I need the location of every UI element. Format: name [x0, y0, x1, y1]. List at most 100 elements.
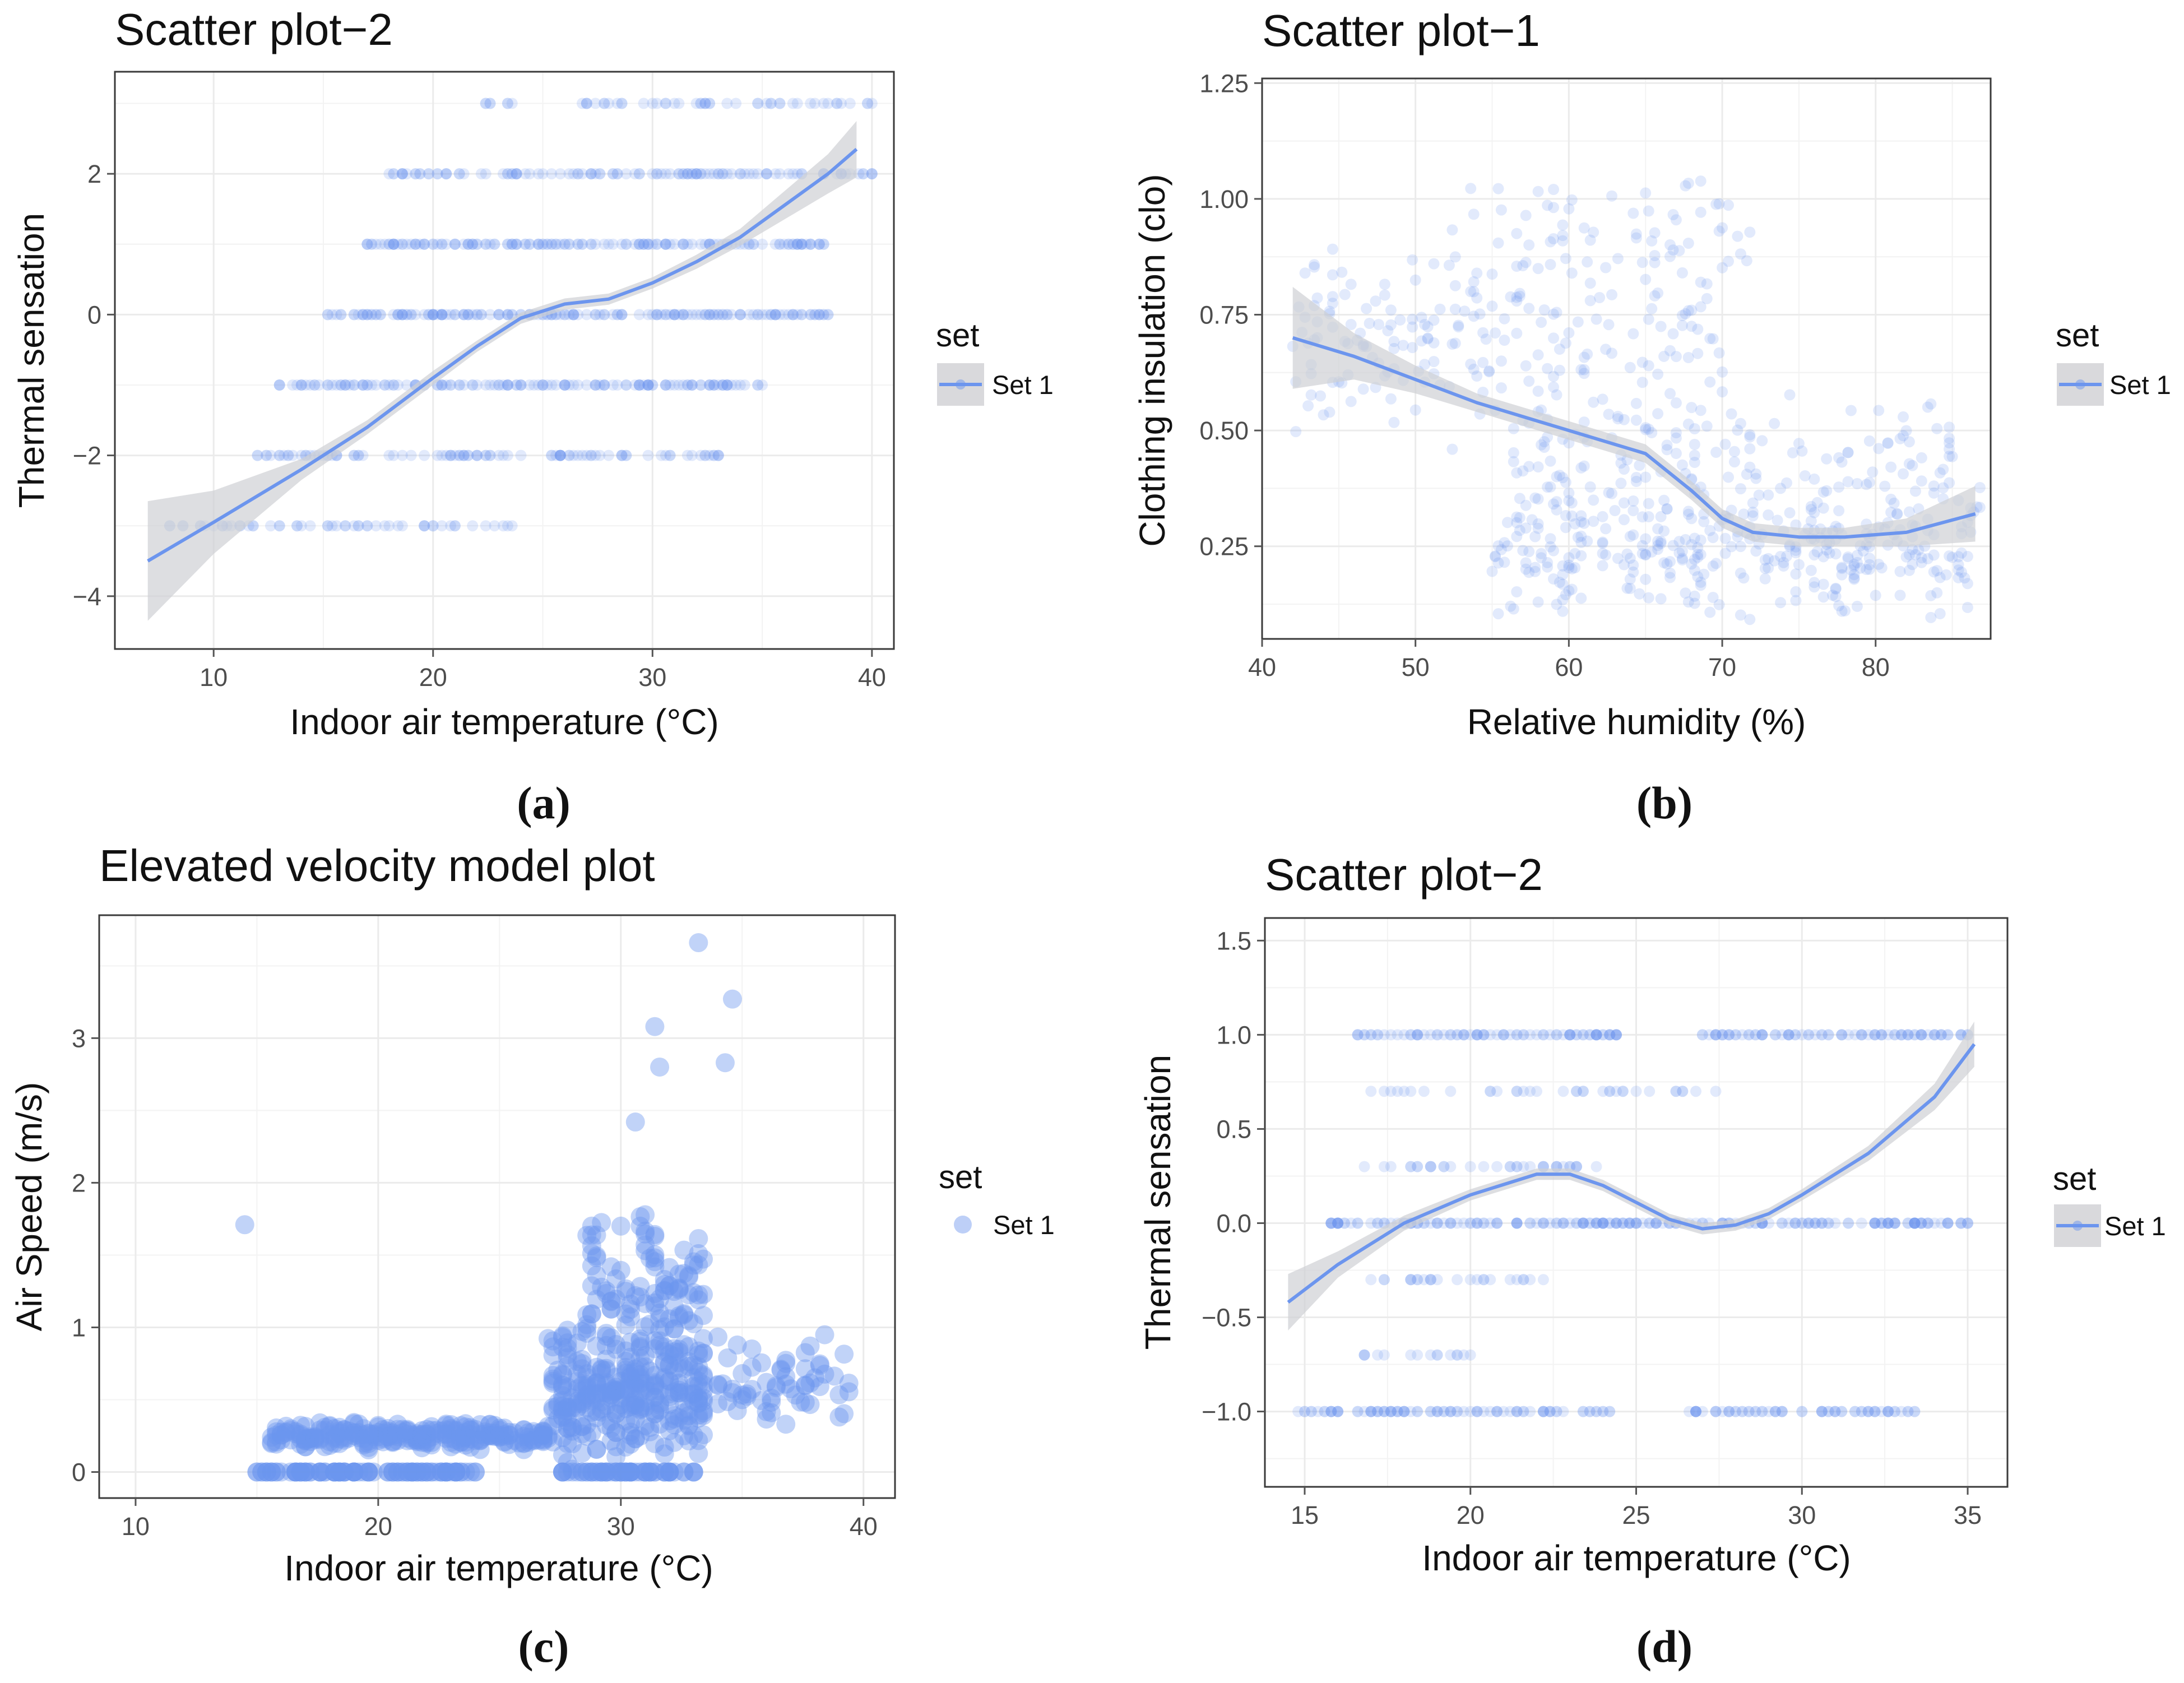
data-point [440, 379, 452, 391]
data-point [340, 379, 351, 391]
x-tick-label: 25 [1622, 1501, 1650, 1529]
data-point [1704, 333, 1716, 345]
data-point [1732, 230, 1744, 242]
data-point [1873, 405, 1885, 416]
data-point [1566, 583, 1578, 595]
data-point [1907, 544, 1918, 555]
data-point [620, 449, 632, 461]
data-point [502, 449, 513, 461]
data-point [629, 379, 641, 391]
data-point [594, 168, 606, 180]
data-point [611, 168, 623, 180]
data-point [686, 379, 698, 391]
data-point [1953, 551, 1964, 563]
data-point [1863, 563, 1875, 575]
data-point [506, 238, 518, 250]
data-point [616, 238, 628, 250]
data-point [1664, 345, 1676, 356]
data-point [1428, 337, 1440, 349]
data-point [690, 168, 702, 180]
data-point [765, 309, 777, 321]
data-point [388, 379, 400, 391]
legend-label-c: Set 1 [993, 1210, 1055, 1240]
data-point [419, 449, 430, 461]
data-point [708, 168, 720, 180]
data-point [590, 309, 601, 321]
data-point [796, 309, 808, 321]
data-point [831, 98, 843, 109]
data-point [348, 309, 360, 321]
smooth-line [1292, 336, 1976, 539]
data-point [432, 1462, 451, 1482]
data-point [506, 168, 518, 180]
data-point [1736, 1029, 1748, 1041]
data-point [1536, 548, 1547, 559]
data-point [353, 449, 364, 461]
data-point [537, 238, 549, 250]
data-point [674, 1335, 694, 1355]
data-point [1689, 597, 1700, 609]
data-point [1805, 515, 1817, 527]
data-point [1545, 533, 1556, 545]
data-point [396, 520, 408, 532]
data-point [502, 238, 513, 250]
data-point [322, 379, 333, 391]
data-point [1695, 206, 1707, 218]
data-point [678, 309, 689, 321]
data-point [757, 238, 768, 250]
data-point [1909, 549, 1921, 560]
data-point [1566, 194, 1578, 206]
data-point [1809, 577, 1820, 588]
data-point [1588, 396, 1599, 408]
data-point [734, 309, 746, 321]
data-point [546, 168, 558, 180]
data-point [1532, 518, 1544, 530]
data-point [1744, 461, 1756, 473]
y-tick-label: 0.5 [1216, 1115, 1251, 1143]
data-point [1557, 569, 1569, 581]
data-point [681, 238, 693, 250]
data-point [762, 1392, 781, 1412]
data-point [436, 238, 448, 250]
data-point [1898, 430, 1909, 442]
data-point [440, 168, 452, 180]
data-point [1861, 479, 1872, 490]
data-point [590, 98, 601, 109]
data-point [470, 1431, 490, 1450]
data-point [419, 520, 430, 532]
data-point [1471, 1029, 1483, 1041]
data-point [642, 309, 654, 321]
data-point [1495, 544, 1507, 555]
data-point [1405, 1406, 1417, 1417]
data-point [554, 449, 566, 461]
data-point [1928, 1029, 1940, 1041]
data-point [1750, 545, 1762, 557]
data-point [1603, 319, 1615, 331]
data-point [441, 1418, 461, 1438]
data-point [1634, 460, 1645, 471]
data-point [1345, 1217, 1357, 1229]
data-point [1361, 303, 1372, 314]
data-point [1934, 608, 1946, 619]
data-point [563, 449, 575, 461]
data-point [1459, 305, 1471, 317]
data-point [489, 238, 500, 250]
data-point [681, 449, 693, 461]
data-point [1520, 557, 1532, 569]
data-point [1624, 361, 1636, 373]
data-point [1682, 506, 1694, 517]
data-point [1365, 1086, 1377, 1097]
data-point [1953, 572, 1964, 583]
data-point [344, 379, 355, 391]
data-point [361, 379, 373, 391]
x-tick-label: 70 [1708, 653, 1736, 681]
data-point [1900, 425, 1912, 437]
data-point [1692, 571, 1704, 582]
data-point [1449, 337, 1461, 349]
data-point [436, 379, 448, 391]
data-point [839, 1374, 859, 1393]
data-point [1738, 508, 1750, 520]
data-point [1373, 319, 1384, 330]
data-point [1962, 578, 1973, 590]
data-point [1345, 396, 1357, 407]
